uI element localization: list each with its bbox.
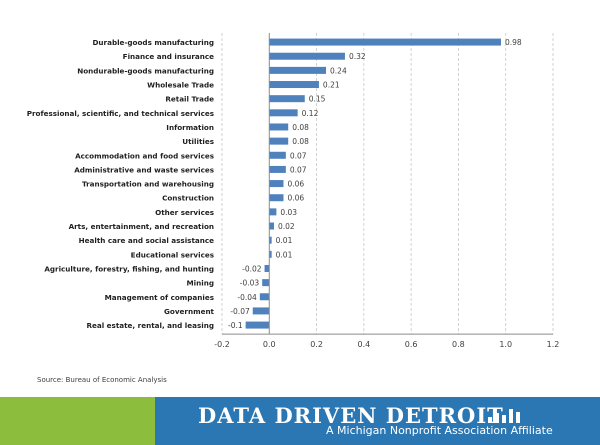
bar [269,165,286,173]
category-label: Construction [162,194,214,203]
category-label: Durable-goods manufacturing [92,38,214,47]
bar [269,95,305,103]
x-tick-label: 1.2 [547,340,560,349]
data-label: 0.02 [278,222,295,231]
data-label: 0.08 [292,123,309,132]
category-label: Agriculture, forestry, fishing, and hunt… [44,264,214,273]
bar [269,222,275,230]
bar [269,208,277,216]
x-tick-label: 0.4 [357,340,370,349]
category-label: Accommodation and food services [75,151,214,160]
category-label: Government [164,307,215,316]
bar [269,180,284,188]
category-label: Health care and social assistance [79,236,214,245]
category-label: Administrative and waste services [74,165,214,174]
data-label: 0.06 [287,180,304,189]
footer-blue-band [155,397,600,445]
category-label: Real estate, rental, and leasing [86,321,214,330]
bar [259,293,270,301]
bar [269,81,319,89]
data-label: -0.02 [242,264,262,273]
x-tick-label: -0.2 [214,340,230,349]
category-label: Professional, scientific, and technical … [27,109,214,118]
bar [269,38,501,46]
data-label: -0.03 [240,279,260,288]
category-label: Other services [155,208,214,217]
category-label: Information [166,123,214,132]
data-label: 0.98 [505,38,522,47]
category-label: Management of companies [105,293,214,302]
bar [269,52,345,60]
bar [252,307,270,315]
bar [269,66,327,74]
bar [269,236,272,244]
bar [269,250,272,258]
category-label: Wholesale Trade [147,81,214,90]
category-label: Nondurable-goods manufacturing [77,66,214,75]
x-tick-label: 0.6 [405,340,418,349]
data-label: 0.24 [330,66,347,75]
bar [269,137,289,145]
source-note: Source: Bureau of Economic Analysis [37,376,167,384]
data-label: 0.07 [290,151,307,160]
x-tick-label: 1.0 [499,340,512,349]
brand-tagline: A Michigan Nonprofit Association Affilia… [326,424,553,437]
bar [269,151,286,159]
bar [269,123,289,131]
category-label: Finance and insurance [123,52,214,61]
x-tick-label: 0.0 [263,340,276,349]
x-tick-label: 0.2 [310,340,323,349]
data-label: 0.12 [302,109,319,118]
bar [269,109,298,117]
bar [264,264,270,272]
data-label: -0.1 [228,321,243,330]
bar [269,194,284,202]
category-label: Educational services [131,250,214,259]
data-label: 0.32 [349,52,366,61]
data-label: 0.08 [292,137,309,146]
bar [245,321,270,329]
bar-chart: -0.2 0.0 0.2 0.4 0.6 0.8 1.0 1.2 Durable-goods m… [27,33,560,349]
data-label: 0.01 [276,250,293,259]
bar [262,279,270,287]
data-label: 0.15 [309,95,326,104]
category-label: Mining [187,279,214,288]
footer-green-band [0,397,155,445]
category-label: Transportation and warehousing [82,180,214,189]
data-label: -0.04 [237,293,257,302]
category-label: Retail Trade [165,95,214,104]
category-label: Utilities [182,137,214,146]
data-label: 0.03 [280,208,297,217]
data-label: 0.07 [290,165,307,174]
bar-logo-icon [488,409,520,423]
data-label: 0.06 [287,194,304,203]
category-label: Arts, entertainment, and recreation [69,222,214,231]
x-tick-label: 0.8 [452,340,465,349]
data-label: 0.01 [276,236,293,245]
brand-title: DATA DRIVEN DETROIT [198,403,504,428]
data-label: -0.07 [230,307,250,316]
data-label: 0.21 [323,81,340,90]
